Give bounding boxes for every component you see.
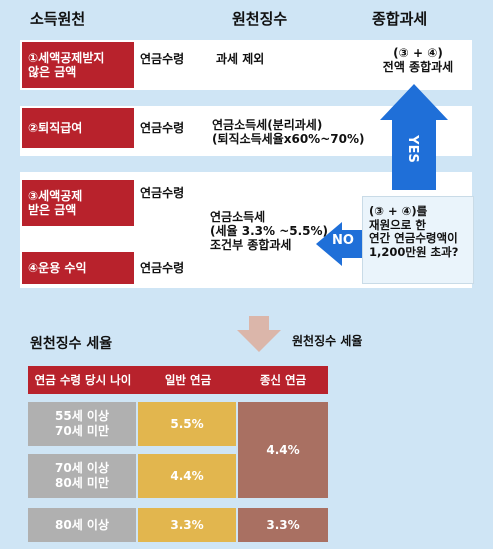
source-box-2: ②퇴직급여	[22, 108, 134, 148]
condition-question: (③ + ④)를 재원으로 한 연간 연금수령액이 1,200만원 초과?	[362, 196, 474, 284]
age-cell-3: 80세 이상	[28, 508, 136, 542]
general-cell-3: 3.3%	[138, 508, 236, 542]
source-box-3: ③세액공제 받은 금액	[22, 180, 134, 226]
age-cell-1: 55세 이상 70세 미만	[28, 402, 136, 446]
rate-table-title: 원천징수 세율	[30, 336, 113, 352]
receipt-label-2: 연금수령	[140, 121, 185, 135]
down-arrow-label: 원천징수 세율	[292, 334, 363, 348]
lifetime-cell-merged: 4.4%	[238, 402, 328, 498]
general-cell-1: 5.5%	[138, 402, 236, 446]
merged-withholding: 연금소득세 (세율 3.3% ~5.5%) 조건부 종합과세	[210, 210, 329, 252]
col-header-age: 연금 수령 당시 나이	[28, 366, 138, 394]
withholding-2: 연금소득세(분리과세) (퇴직소득세율x60%~70%)	[212, 118, 365, 146]
comprehensive-text: (③ + ④) 전액 종합과세	[382, 46, 454, 74]
header-comprehensive: 종합과세	[372, 10, 428, 28]
withholding-1: 과세 제외	[216, 52, 265, 66]
general-cell-2: 4.4%	[138, 454, 236, 498]
age-cell-2: 70세 이상 80세 미만	[28, 454, 136, 498]
lifetime-cell-3: 3.3%	[238, 508, 328, 542]
receipt-label-1: 연금수령	[140, 52, 185, 66]
yes-label: YES	[405, 135, 421, 163]
source-box-1: ①세액공제받지 않은 금액	[22, 42, 134, 88]
col-header-general: 일반 연금	[138, 366, 238, 394]
source-box-4: ④운용 수익	[22, 252, 134, 284]
receipt-label-3: 연금수령	[140, 186, 185, 200]
no-label: NO	[332, 232, 354, 248]
header-withholding: 원천징수	[232, 10, 288, 28]
receipt-label-4: 연금수령	[140, 261, 185, 275]
header-source: 소득원천	[30, 10, 86, 28]
col-header-lifetime: 종신 연금	[238, 366, 328, 394]
